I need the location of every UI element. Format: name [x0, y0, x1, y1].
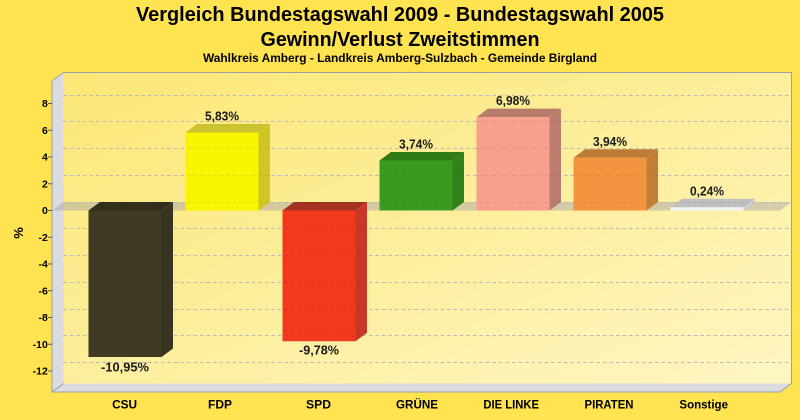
svg-text:0: 0	[42, 205, 48, 217]
svg-text:Wahlkreis Amberg - Landkreis A: Wahlkreis Amberg - Landkreis Amberg-Sulz…	[203, 51, 597, 65]
svg-text:3,74%: 3,74%	[399, 137, 433, 152]
svg-text:Vergleich Bundestagswahl 2009: Vergleich Bundestagswahl 2009 - Bundesta…	[136, 4, 664, 26]
svg-text:%: %	[11, 227, 26, 239]
svg-text:-8: -8	[38, 312, 47, 324]
svg-text:6: 6	[42, 125, 48, 137]
svg-text:2: 2	[42, 178, 48, 190]
svg-text:8: 8	[42, 98, 48, 110]
svg-text:-2: -2	[38, 232, 47, 244]
svg-text:-4: -4	[38, 259, 47, 271]
svg-text:FDP: FDP	[208, 398, 232, 412]
svg-text:-10,95%: -10,95%	[101, 359, 149, 374]
svg-text:Gewinn/Verlust Zweitstimmen: Gewinn/Verlust Zweitstimmen	[261, 29, 540, 51]
svg-text:5,83%: 5,83%	[205, 109, 239, 124]
svg-text:-6: -6	[38, 285, 47, 297]
svg-text:0,24%: 0,24%	[690, 183, 724, 198]
svg-text:-12: -12	[33, 366, 48, 378]
svg-text:CSU: CSU	[112, 398, 137, 412]
svg-text:3,94%: 3,94%	[593, 134, 627, 149]
svg-text:PIRATEN: PIRATEN	[585, 398, 634, 412]
svg-text:4: 4	[42, 152, 48, 164]
svg-text:SPD: SPD	[306, 398, 331, 412]
svg-text:-10: -10	[33, 339, 48, 351]
svg-text:6,98%: 6,98%	[496, 93, 530, 108]
svg-text:DIE LINKE: DIE LINKE	[483, 398, 539, 412]
svg-text:Sonstige: Sonstige	[679, 398, 728, 412]
svg-text:-9,78%: -9,78%	[299, 342, 339, 357]
svg-text:GRÜNE: GRÜNE	[396, 397, 438, 412]
